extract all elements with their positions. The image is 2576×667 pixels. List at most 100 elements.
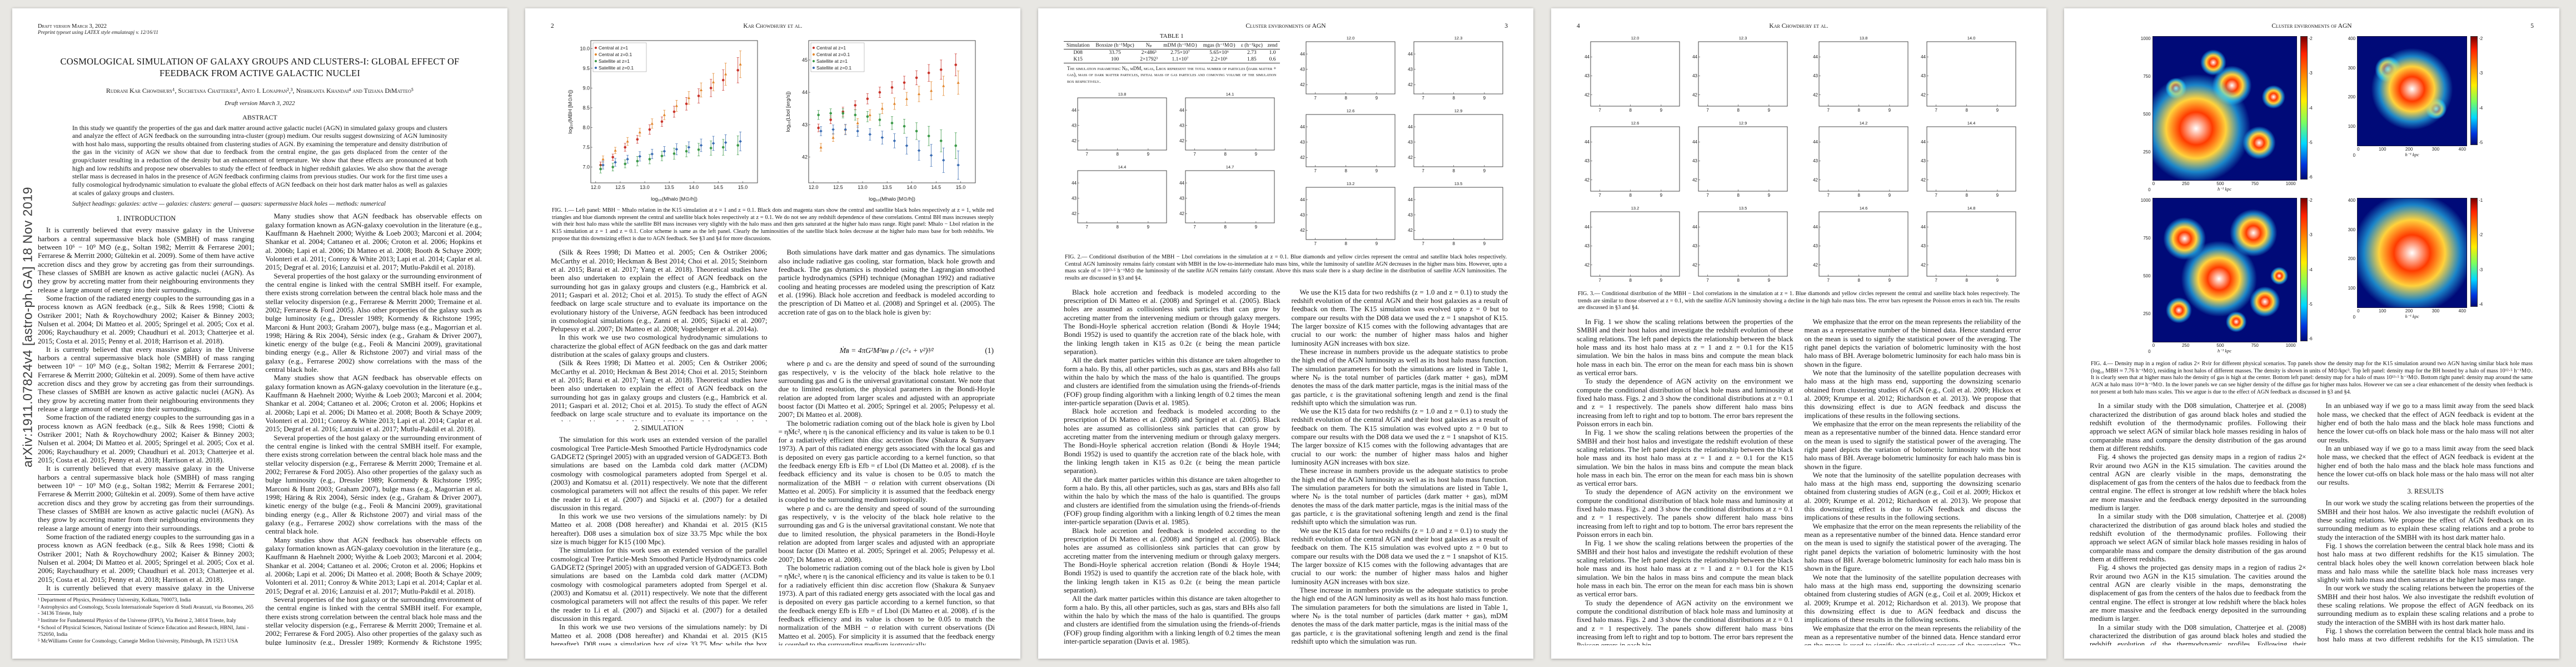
svg-text:9: 9	[1660, 278, 1663, 283]
svg-text:9: 9	[1483, 96, 1486, 101]
svg-text:43: 43	[1408, 213, 1413, 218]
svg-text:12.0CentralSatellite: 12.0CentralSatellite	[1631, 36, 1640, 41]
svg-text:7: 7	[1086, 152, 1089, 157]
svg-text:14.5: 14.5	[931, 185, 941, 190]
svg-text:7.5: 7.5	[582, 145, 590, 150]
svg-text:12.9: 12.9	[1454, 108, 1462, 113]
svg-text:12.0: 12.0	[809, 185, 819, 190]
svg-text:43: 43	[1921, 158, 1926, 163]
svg-text:14.7: 14.7	[1226, 165, 1234, 170]
page2-column-left: (Silk & Rees 1998; Di Matteo et al. 2005…	[551, 248, 768, 645]
page5-header: Cluster environments of AGN 5	[2090, 23, 2534, 33]
page1-column-right: Many studies show that AGN feedback has …	[266, 212, 482, 645]
simulation-parameters-table: Simulation Boxsize (h⁻¹Mpc) Nₚ mDM (h⁻¹M⊙) m…	[1064, 41, 1280, 63]
svg-text:43: 43	[1179, 196, 1184, 201]
page-5: Cluster environments of AGN 5 1000 750 500…	[2064, 8, 2559, 659]
svg-text:44: 44	[1072, 181, 1077, 186]
page3-top-right: 7 8 9 42 43 44 12.0CentralSatellite 7 8 9 42 43 44 12…	[1292, 33, 1508, 250]
svg-text:44: 44	[1408, 125, 1413, 130]
svg-text:8: 8	[1630, 278, 1632, 283]
figure1-row: 12.0 12.5 13.0 13.5 14.0 14.5 15.0 7.0 7.5 8.0 8.5…	[551, 35, 995, 203]
svg-text:43: 43	[1300, 140, 1305, 145]
paper-title: COSMOLOGICAL SIMULATION OF GALAXY GROUPS…	[60, 56, 460, 79]
svg-text:42: 42	[1813, 262, 1818, 267]
svg-text:Central at z=0.1: Central at z=0.1	[816, 52, 850, 57]
svg-text:43: 43	[1692, 73, 1697, 78]
svg-text:44: 44	[1179, 108, 1184, 113]
svg-text:43: 43	[1813, 73, 1818, 78]
svg-text:8.0: 8.0	[582, 125, 590, 131]
svg-text:43: 43	[1300, 67, 1305, 72]
svg-text:14.4: 14.4	[1967, 121, 1975, 126]
running-head: Kar Chowdhury et al.	[743, 23, 803, 29]
page5-columns: In a similar study with the D08 simulati…	[2090, 401, 2534, 645]
svg-text:43: 43	[1072, 123, 1077, 128]
svg-text:9: 9	[1147, 152, 1150, 157]
svg-text:12.6: 12.6	[1346, 108, 1354, 113]
section-heading-simulation: 2. SIMULATION	[634, 424, 684, 432]
svg-text:13.8CentralSatellite: 13.8CentralSatellite	[1859, 36, 1867, 41]
page4-top-right: 7 8 9 42 43 44 13.8CentralSatellite 7 8 9 42 43 44 14…	[1805, 33, 2021, 286]
svg-text:14.8: 14.8	[1967, 206, 1975, 211]
svg-text:7: 7	[1935, 278, 1937, 283]
svg-text:8: 8	[1344, 168, 1347, 173]
svg-text:42: 42	[1692, 262, 1697, 267]
body-text: Black hole accretion and feedback is mod…	[1064, 287, 1280, 645]
page3-column-right: We use the K15 data for two redshifts (z…	[1292, 288, 1508, 645]
svg-text:42: 42	[1692, 177, 1697, 182]
svg-text:14.2: 14.2	[1859, 121, 1867, 126]
fig4-density-maps-top: 1000 750 500 250 0 0 250 500 750 1000 h⁻¹ kpc -2 -3-…	[2140, 36, 2483, 192]
page-number: 4	[1577, 23, 1580, 29]
svg-text:14.6: 14.6	[1859, 206, 1867, 211]
svg-text:14.5: 14.5	[713, 185, 723, 190]
table1-label: TABLE 1	[1159, 33, 1184, 39]
svg-text:8: 8	[1630, 193, 1632, 198]
svg-text:7: 7	[1935, 193, 1937, 198]
page5-column-left: In a similar study with the D08 simulati…	[2090, 401, 2306, 645]
page-number: 3	[1504, 23, 1508, 29]
svg-text:43: 43	[1692, 243, 1697, 248]
svg-text:44: 44	[1813, 54, 1818, 59]
page-number: 5	[2530, 23, 2534, 29]
svg-text:Satellite at z=1: Satellite at z=1	[816, 58, 848, 64]
equation-row: Ṁʙ = 4πG²M²ʙʜ ρ / (c²ₛ + v²)³⁄² (1)	[779, 346, 995, 355]
svg-text:8: 8	[1737, 278, 1740, 283]
svg-text:44: 44	[1408, 197, 1413, 202]
page4-columns: In Fig. 1 we show the scaling relations …	[1577, 317, 2021, 645]
svg-text:8: 8	[1117, 225, 1119, 230]
body-text: where ρ and cₛ are the density and speed…	[778, 359, 995, 645]
svg-text:7: 7	[1599, 278, 1602, 283]
svg-text:7: 7	[1935, 108, 1937, 113]
svg-text:42: 42	[1585, 92, 1590, 97]
fig1-right-scatter-plot: 12.0 12.5 13.0 13.5 14.0 14.5 15.0 42 43 44 45 Cent…	[785, 40, 975, 202]
running-head: Cluster environments of AGN	[1245, 23, 1326, 29]
body-text: The simulation for this work uses an ext…	[551, 435, 768, 645]
svg-text:12.5: 12.5	[615, 185, 625, 190]
fig4-caption: FIG. 4.— Density map in a region of radi…	[2091, 361, 2533, 395]
svg-text:10.0: 10.0	[580, 46, 590, 51]
svg-text:45: 45	[801, 57, 807, 63]
svg-text:7: 7	[1827, 278, 1830, 283]
svg-text:9: 9	[1888, 193, 1891, 198]
svg-text:Satellite at z=0.1: Satellite at z=0.1	[816, 65, 851, 71]
svg-text:8: 8	[1224, 225, 1227, 230]
svg-text:13.0: 13.0	[858, 185, 868, 190]
page3-header: Cluster environments of AGN 3	[1064, 23, 1508, 33]
fig2-caption: FIG. 2.— Conditional distribution of the…	[1065, 254, 1507, 281]
svg-text:44: 44	[1585, 225, 1590, 230]
body-text: In an unbiased way if we go to a mass li…	[2317, 401, 2534, 485]
svg-text:log₁₀(MBH [M⊙/h]): log₁₀(MBH [M⊙/h])	[567, 90, 574, 134]
svg-text:13.2: 13.2	[1346, 181, 1354, 186]
svg-text:9.5: 9.5	[582, 66, 590, 71]
svg-text:12.5: 12.5	[833, 185, 843, 190]
svg-text:44: 44	[1692, 140, 1697, 145]
svg-text:8: 8	[1344, 241, 1347, 246]
svg-text:9: 9	[1888, 108, 1891, 113]
svg-text:7: 7	[1599, 108, 1602, 113]
svg-text:43: 43	[1408, 67, 1413, 72]
fig1-left-scatter-plot: 12.0 12.5 13.0 13.5 14.0 14.5 15.0 7.0 7.5 8.0 8.5…	[567, 40, 758, 202]
svg-text:43: 43	[1585, 73, 1590, 78]
svg-text:42: 42	[1813, 92, 1818, 97]
svg-text:9: 9	[1255, 225, 1258, 230]
